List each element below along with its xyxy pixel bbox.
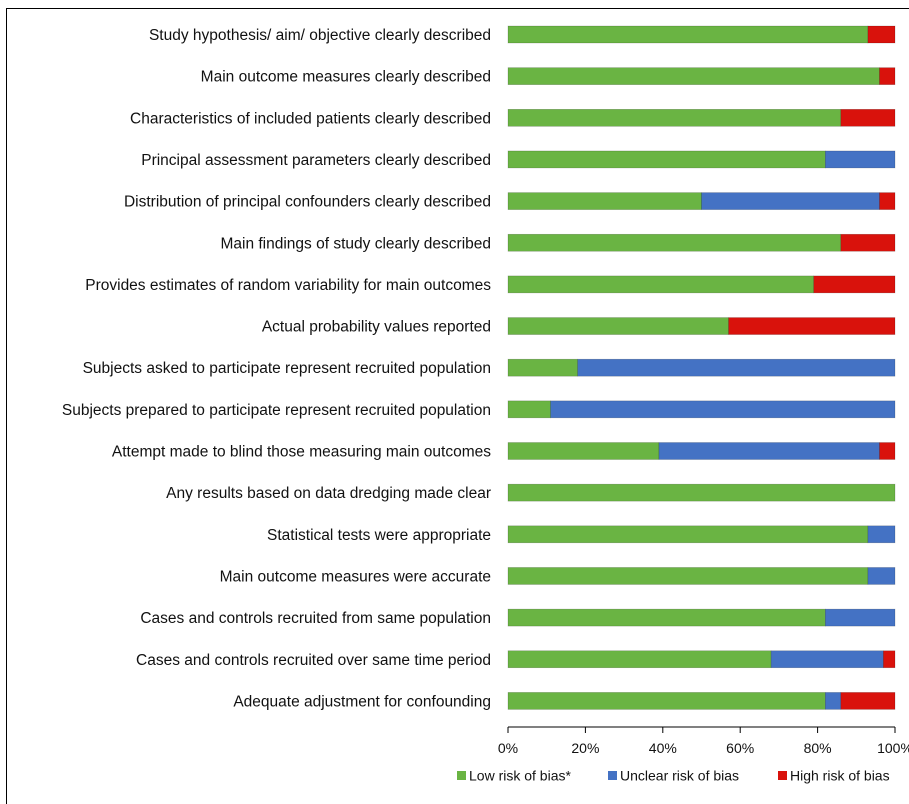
- legend-swatch-high: [778, 771, 787, 780]
- bar-segment-low: [507, 567, 869, 585]
- bar-segment-high: [813, 275, 896, 294]
- bar-segment-high: [867, 25, 896, 44]
- x-tick-label: 40%: [649, 740, 677, 756]
- bar-segment-high: [879, 67, 896, 85]
- bar-segment-unclear: [550, 400, 896, 419]
- category-label: Distribution of principal confounders cl…: [124, 194, 491, 211]
- category-label: Main outcome measures clearly described: [201, 69, 491, 86]
- legend-swatch-low: [457, 771, 466, 780]
- legend-label-high: High risk of bias: [790, 768, 890, 784]
- category-label: Statistical tests were appropriate: [267, 527, 491, 544]
- category-label: Main findings of study clearly described: [220, 235, 491, 252]
- bar-segment-low: [507, 25, 869, 44]
- legend: Low risk of bias* Unclear risk of bias Hig…: [457, 768, 890, 784]
- bar-segment-unclear: [825, 608, 896, 627]
- legend-label-low: Low risk of bias*: [469, 768, 571, 784]
- x-tick-label: 80%: [804, 740, 832, 756]
- bar-segment-unclear: [577, 358, 896, 377]
- bar-segment-low: [507, 67, 880, 85]
- category-label: Provides estimates of random variability…: [85, 277, 491, 294]
- x-axis: 0% 20% 40% 60% 80% 100%: [498, 726, 909, 756]
- category-label: Cases and controls recruited from same p…: [140, 610, 491, 627]
- bar-segment-low: [507, 608, 826, 627]
- bar-segment-low: [507, 233, 842, 252]
- bar-segment-unclear: [701, 192, 880, 210]
- category-label: Attempt made to blind those measuring ma…: [112, 444, 491, 461]
- bar-segment-high: [728, 317, 896, 335]
- category-label: Actual probability values reported: [262, 319, 491, 336]
- bars-layer: [507, 25, 896, 710]
- category-label: Any results based on data dredging made …: [166, 485, 491, 502]
- category-labels: Study hypothesis/ aim/ objective clearly…: [62, 27, 491, 710]
- chart-frame: [6, 8, 909, 804]
- bar-segment-low: [507, 192, 702, 210]
- bar-segment-unclear: [825, 150, 896, 169]
- legend-label-unclear: Unclear risk of bias: [620, 768, 739, 784]
- bar-segment-low: [507, 525, 869, 544]
- category-label: Subjects asked to participate represent …: [83, 360, 491, 377]
- bar-segment-high: [879, 192, 896, 210]
- bar-segment-unclear: [867, 525, 896, 544]
- x-tick-label: 100%: [877, 740, 909, 756]
- bar-segment-low: [507, 358, 578, 377]
- bar-segment-low: [507, 692, 826, 710]
- category-label: Adequate adjustment for confounding: [233, 693, 491, 710]
- category-label: Principal assessment parameters clearly …: [141, 152, 491, 169]
- bar-segment-high: [840, 233, 896, 252]
- x-tick-label: 20%: [571, 740, 599, 756]
- category-label: Main outcome measures were accurate: [220, 568, 491, 585]
- bar-segment-low: [507, 317, 729, 335]
- bar-segment-high: [840, 692, 896, 710]
- bar-segment-high: [840, 109, 896, 127]
- bar-segment-low: [507, 150, 826, 169]
- bar-segment-high: [883, 650, 896, 669]
- bar-segment-low: [507, 442, 660, 460]
- bar-segment-high: [879, 442, 896, 460]
- x-tick-label: 60%: [726, 740, 754, 756]
- category-label: Study hypothesis/ aim/ objective clearly…: [149, 27, 491, 44]
- bar-segment-low: [507, 483, 896, 502]
- category-label: Cases and controls recruited over same t…: [136, 652, 491, 669]
- bar-segment-low: [507, 109, 842, 127]
- bar-segment-unclear: [825, 692, 842, 710]
- bar-segment-low: [507, 650, 772, 669]
- category-label: Subjects prepared to participate represe…: [62, 402, 491, 419]
- bar-segment-unclear: [658, 442, 880, 460]
- legend-swatch-unclear: [608, 771, 617, 780]
- bar-segment-low: [507, 275, 815, 294]
- bar-segment-unclear: [770, 650, 884, 669]
- bar-segment-unclear: [867, 567, 896, 585]
- bar-segment-low: [507, 400, 551, 419]
- x-tick-label: 0%: [498, 740, 518, 756]
- category-label: Characteristics of included patients cle…: [130, 110, 491, 127]
